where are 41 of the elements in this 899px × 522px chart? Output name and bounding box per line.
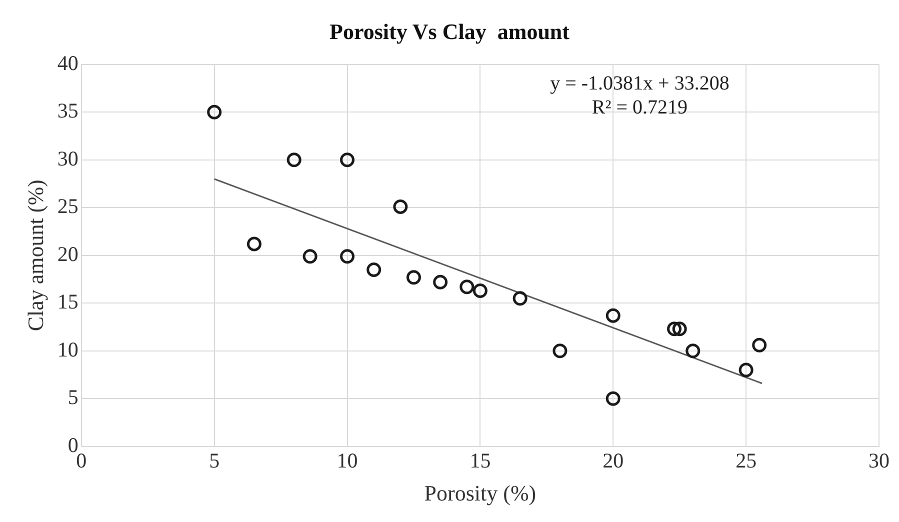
x-tick-label: 15 (470, 448, 491, 473)
point (738, 362, 754, 378)
point (472, 283, 488, 298)
point (302, 249, 318, 264)
y-tick-label: 40 (57, 50, 78, 75)
y-tick-label: 0 (68, 432, 78, 457)
x-tick-label: 5 (209, 448, 220, 473)
point (246, 236, 262, 252)
point (606, 391, 620, 406)
annotation: R² = 0.7219 (592, 96, 688, 119)
y-tick-label: 30 (57, 146, 78, 170)
y-tick-label: 25 (57, 194, 78, 218)
point (460, 280, 474, 294)
point (433, 274, 448, 290)
annotation: y = -1.0381x + 33.208 (550, 72, 730, 95)
x-tick-label: 20 (602, 448, 624, 473)
y-tick-label: 20 (57, 242, 78, 266)
y-tick-label: 15 (57, 290, 78, 314)
point (686, 344, 700, 358)
y-axis-title: Clay amount (%) (22, 180, 48, 332)
x-tick-label: 25 (736, 448, 757, 473)
y-tick-label: 10 (57, 337, 78, 362)
x-tick-label: 30 (868, 448, 890, 473)
point (340, 249, 355, 264)
x-tick-label: 10 (336, 448, 358, 473)
point (286, 152, 302, 168)
point (393, 199, 408, 214)
point (406, 270, 421, 285)
point (340, 152, 355, 168)
point (667, 322, 682, 336)
point (752, 338, 767, 352)
point (672, 322, 687, 336)
point (366, 262, 382, 277)
chart-title: Porosity Vs Clay amount (330, 18, 570, 44)
point (606, 308, 620, 323)
point (207, 104, 222, 120)
y-tick-label: 5 (68, 385, 78, 410)
x-axis-title: Porosity (%) (424, 480, 536, 506)
point (512, 291, 528, 306)
y-tick-label: 35 (57, 98, 78, 123)
point (552, 344, 568, 358)
